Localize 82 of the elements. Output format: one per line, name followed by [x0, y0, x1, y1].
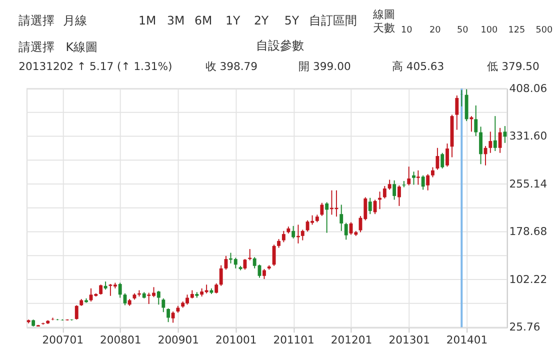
x-tick-label: 200801 — [100, 333, 142, 346]
text: 100 — [480, 26, 498, 36]
candlestick — [407, 166, 411, 186]
text: 收 398.79 — [205, 60, 258, 73]
candlestick — [373, 199, 377, 215]
x-tick-label: 201001 — [216, 333, 257, 346]
candlestick — [272, 244, 276, 266]
y-tick-label: 102.22 — [509, 272, 548, 286]
candlestick — [416, 170, 420, 186]
text: 天數 — [373, 22, 396, 35]
text: 自訂區間 — [308, 14, 357, 28]
text: 高 405.63 — [392, 60, 444, 73]
candlestick — [262, 268, 266, 280]
candlestick — [74, 304, 78, 320]
candlestick — [392, 180, 396, 200]
text: 線圖 — [372, 8, 396, 21]
text: 50 — [457, 26, 469, 36]
candlestick — [498, 127, 502, 154]
text: 1M — [138, 14, 156, 28]
candlestick — [156, 290, 160, 306]
candlestick — [219, 264, 223, 286]
y-tick-label: 178.68 — [509, 225, 548, 238]
candlestick — [292, 225, 296, 239]
x-tick-label: 201201 — [330, 333, 372, 346]
candlestick — [320, 202, 324, 216]
x-tick-label: 201401 — [446, 333, 488, 346]
text: K線圖 — [66, 40, 98, 54]
y-tick-label: 408.06 — [509, 82, 548, 95]
text: 自設參數 — [256, 38, 304, 52]
candlestick — [368, 197, 372, 215]
candlestick — [440, 152, 444, 169]
candlestick — [243, 258, 247, 270]
candlestick — [431, 166, 434, 178]
y-tick-label: 255.14 — [509, 177, 548, 190]
candlestick — [118, 282, 122, 298]
text: 請選擇 — [18, 14, 55, 28]
x-tick-label: 201101 — [273, 333, 314, 346]
text: 5Y — [284, 14, 300, 28]
candlestick — [446, 143, 449, 168]
text: 1Y — [225, 14, 241, 28]
candlestick — [436, 147, 440, 170]
y-tick-label: 331.60 — [509, 130, 548, 143]
text: 3M — [167, 14, 185, 28]
candlestick — [421, 174, 425, 190]
candlestick — [99, 284, 103, 296]
y-tick-label: 25.76 — [509, 320, 540, 334]
text: 月線 — [62, 14, 87, 28]
candlestick — [488, 131, 492, 154]
candlestick — [214, 282, 218, 294]
x-tick-label: 201301 — [388, 333, 430, 346]
x-tick-label: 200901 — [158, 333, 200, 346]
candlestick — [166, 308, 170, 323]
candlestick — [340, 204, 344, 232]
text: 10 — [401, 26, 413, 36]
text: 請選擇 — [18, 40, 55, 54]
candlestick — [282, 230, 286, 243]
text: 低 379.50 — [487, 60, 540, 73]
candlestick — [479, 126, 482, 165]
candlestick — [300, 229, 304, 241]
text: 2Y — [254, 14, 270, 28]
candlestick — [397, 184, 401, 206]
x-tick-label: 200701 — [42, 333, 84, 346]
text: 20 — [430, 26, 442, 36]
text: 20131202 ↑ 5.17 (↑ 1.31%) — [18, 60, 172, 73]
text: 125 — [508, 26, 526, 36]
candlestick — [412, 171, 416, 186]
candlestick — [123, 292, 127, 306]
candlestick — [325, 202, 329, 234]
text: 500 — [536, 26, 553, 36]
candlestick — [460, 90, 464, 107]
candlestick — [493, 116, 497, 152]
candlestick — [426, 174, 430, 191]
candlestick — [388, 179, 392, 190]
candlestick — [455, 94, 459, 130]
candlestick — [382, 186, 386, 199]
text: 6M — [194, 14, 212, 28]
candlestick — [474, 104, 478, 137]
candlestick — [503, 126, 507, 144]
candlestick — [162, 298, 166, 313]
text: 開 399.00 — [298, 60, 351, 73]
candlestick — [171, 310, 175, 324]
candlestick — [344, 222, 348, 240]
